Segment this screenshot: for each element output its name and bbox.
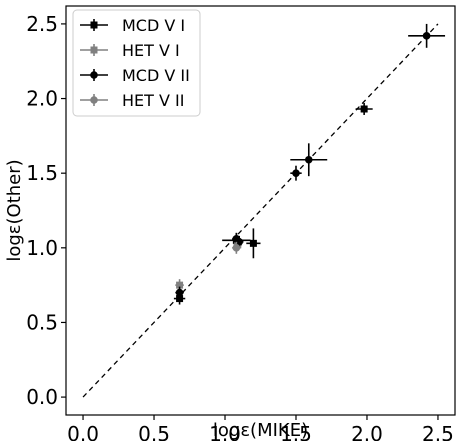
- data-point: [235, 238, 244, 246]
- data-series: [173, 23, 446, 305]
- x-tick-label: 0.5: [138, 422, 170, 441]
- data-point: [232, 244, 241, 252]
- y-tick-label: 0.0: [26, 385, 58, 409]
- x-tick-label: 2.0: [351, 422, 383, 441]
- legend-marker: [90, 71, 98, 79]
- y-axis-label: logε(Other): [4, 159, 25, 261]
- x-tick-label: 1.5: [280, 422, 312, 441]
- legend-label: MCD V II: [122, 66, 190, 85]
- series-0: [173, 103, 373, 305]
- y-tick-label: 2.5: [26, 12, 58, 36]
- legend-marker: [90, 46, 98, 54]
- identity-reference-line: [82, 23, 439, 398]
- legend-marker: [90, 96, 98, 104]
- y-tick-label: 0.5: [26, 310, 58, 334]
- data-point: [304, 155, 313, 164]
- legend-marker: [90, 21, 98, 29]
- legend-entry: MCD V I: [80, 16, 185, 35]
- legend-label: HET V II: [122, 91, 184, 110]
- y-tick-label: 2.0: [26, 87, 58, 111]
- legend-box: [72, 9, 201, 117]
- legend-label: MCD V I: [122, 16, 185, 35]
- y-tick-label: 1.5: [26, 161, 58, 185]
- data-point: [176, 281, 184, 289]
- plot-frame: [65, 5, 456, 416]
- legend-entry: MCD V II: [80, 66, 190, 85]
- series-3: [232, 241, 241, 254]
- data-point: [292, 169, 300, 177]
- axes: 0.0 0.5 1.0 1.5 2.0 2.5 0.0 0.5 1.0 1.5 2.0 2.5: [26, 5, 456, 441]
- data-point: [422, 32, 431, 40]
- data-point: [175, 288, 184, 297]
- x-tick-label: 1.0: [209, 422, 241, 441]
- legend: MCD V I HET V I MCD V II HET V II: [72, 9, 201, 117]
- x-tick-label: 0.0: [67, 422, 99, 441]
- legend-label: HET V I: [122, 41, 180, 60]
- x-axis-label: logε(MIKE): [213, 420, 308, 441]
- y-tick-label: 1.0: [26, 236, 58, 260]
- data-point: [249, 239, 257, 247]
- legend-entry: HET V II: [80, 91, 184, 110]
- reference-line: [82, 23, 439, 398]
- x-tick-label: 2.5: [422, 422, 454, 441]
- legend-entry: HET V I: [80, 41, 180, 60]
- series-2: [175, 23, 446, 299]
- data-point: [360, 105, 368, 113]
